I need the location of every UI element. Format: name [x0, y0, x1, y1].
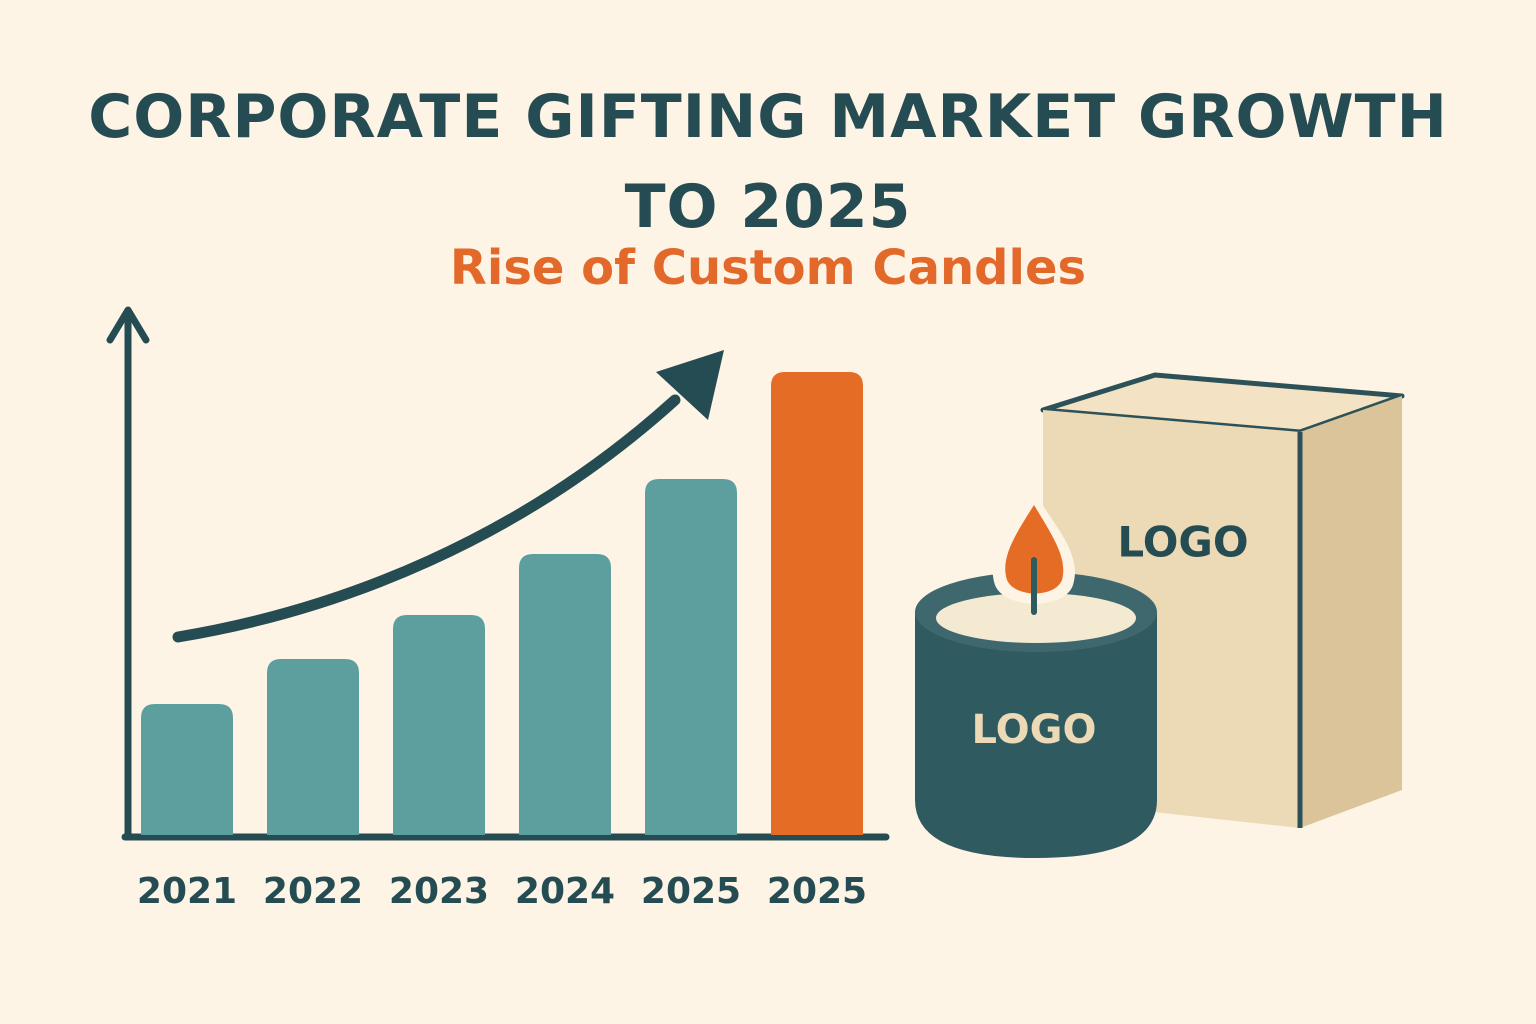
bar [771, 372, 863, 835]
x-tick-label: 2023 [389, 871, 489, 912]
bar [141, 704, 233, 835]
x-tick-label: 2025 [641, 871, 741, 912]
candle-wax [936, 593, 1136, 643]
box-label: LOGO [1117, 518, 1248, 567]
bar [645, 479, 737, 835]
box-side [1300, 396, 1402, 828]
chart-title: CORPORATE GIFTING MARKET GROWTH TO 2025 [88, 82, 1448, 242]
candle-jar [915, 612, 1157, 858]
candle-label: LOGO [972, 707, 1097, 753]
y-axis-arrow [106, 306, 150, 344]
bar [519, 554, 611, 835]
x-tick-label: 2021 [137, 871, 237, 912]
x-tick-label: 2024 [515, 871, 615, 912]
bar [393, 615, 485, 835]
x-tick-label: 2025 [767, 871, 867, 912]
x-tick-label: 2022 [263, 871, 363, 912]
trend-arrow [172, 394, 681, 643]
bar [267, 659, 359, 835]
trend-arrow-head [656, 350, 724, 420]
flame [1005, 505, 1064, 594]
chart-subtitle: Rise of Custom Candles [449, 240, 1087, 296]
